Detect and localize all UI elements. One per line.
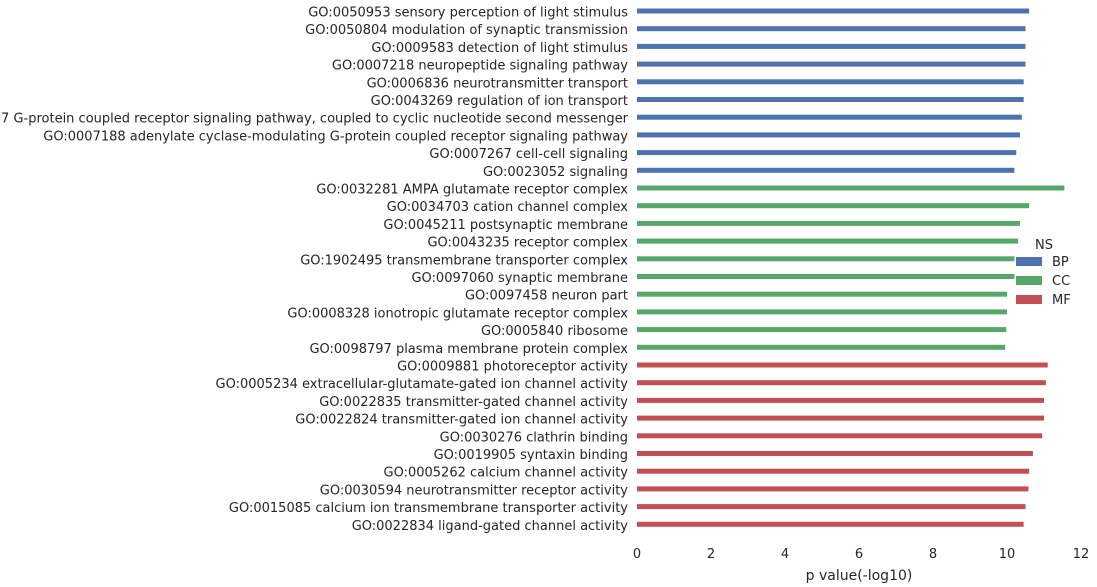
bar-mf bbox=[637, 380, 1046, 386]
category-label: GO:0050804 modulation of synaptic transm… bbox=[305, 23, 628, 38]
category-label: GO:0023052 signaling bbox=[483, 165, 628, 180]
category-label: GO:0009583 detection of light stimulus bbox=[371, 41, 628, 56]
legend-label-bp: BP bbox=[1052, 255, 1069, 270]
legend-swatch-cc bbox=[1016, 276, 1042, 285]
x-tick-label: 0 bbox=[633, 547, 641, 562]
bars-layer bbox=[637, 8, 1065, 527]
bar-bp bbox=[637, 114, 1022, 120]
category-label: GO:0097458 neuron part bbox=[465, 289, 628, 304]
bar-cc bbox=[637, 256, 1015, 262]
legend-title: NS bbox=[1035, 238, 1053, 253]
category-label: GO:0097060 synaptic membrane bbox=[411, 271, 628, 286]
bar-bp bbox=[637, 26, 1026, 32]
category-label: GO:1902495 transmembrane transporter com… bbox=[300, 253, 628, 268]
x-tick-label: 2 bbox=[707, 547, 715, 562]
category-label: GO:0034703 cation channel complex bbox=[387, 200, 629, 215]
x-tick-label: 4 bbox=[781, 547, 789, 562]
legend-label-mf: MF bbox=[1052, 293, 1071, 308]
legend-swatch-bp bbox=[1016, 257, 1042, 266]
x-tick-label: 6 bbox=[855, 547, 863, 562]
x-axis-title: p value(-log10) bbox=[806, 568, 913, 584]
bar-mf bbox=[637, 433, 1043, 439]
bar-cc bbox=[637, 344, 1006, 350]
bar-cc bbox=[637, 291, 1007, 297]
bar-cc bbox=[637, 203, 1030, 209]
category-label: GO:0006836 neurotransmitter transport bbox=[367, 76, 628, 91]
legend-label-cc: CC bbox=[1052, 274, 1070, 289]
category-label: GO:0098797 plasma membrane protein compl… bbox=[309, 342, 628, 357]
category-label: GO:0005840 ribosome bbox=[481, 324, 628, 339]
bar-mf bbox=[637, 415, 1044, 421]
bar-cc bbox=[637, 309, 1007, 315]
category-label: GO:0022835 transmitter-gated channel act… bbox=[319, 395, 628, 410]
bar-bp bbox=[637, 8, 1030, 14]
category-label: GO:0007267 cell-cell signaling bbox=[429, 147, 628, 162]
bar-bp bbox=[637, 43, 1026, 49]
category-label: GO:0005234 extracellular-glutamate-gated… bbox=[216, 377, 629, 392]
legend-swatch-mf bbox=[1016, 295, 1042, 304]
category-label: GO:0043269 regulation of ion transport bbox=[371, 94, 628, 109]
bar-mf bbox=[637, 451, 1033, 456]
category-label: GO:0030594 neurotransmitter receptor act… bbox=[320, 483, 629, 498]
bar-bp bbox=[637, 97, 1024, 102]
x-tick-label: 8 bbox=[929, 547, 937, 562]
bar-bp bbox=[637, 79, 1024, 85]
bar-cc bbox=[637, 185, 1065, 191]
category-label: GO:0045211 postsynaptic membrane bbox=[383, 218, 628, 233]
category-label: GO:0032281 AMPA glutamate receptor compl… bbox=[316, 183, 628, 198]
category-label: GO:0050953 sensory perception of light s… bbox=[308, 6, 628, 21]
category-label: GO:0015085 calcium ion transmembrane tra… bbox=[229, 501, 628, 516]
bar-bp bbox=[637, 61, 1026, 67]
category-label: GO:0007187 G-protein coupled receptor si… bbox=[0, 112, 629, 127]
category-label: GO:0022834 ligand-gated channel activity bbox=[352, 519, 629, 534]
bar-mf bbox=[637, 486, 1029, 492]
category-label: GO:0007188 adenylate cyclase-modulating … bbox=[43, 129, 628, 144]
x-tick-label: 10 bbox=[999, 547, 1016, 562]
category-label: GO:0022824 transmitter-gated ion channel… bbox=[295, 413, 628, 428]
bar-mf bbox=[637, 397, 1044, 403]
x-axis: 0 2 4 6 8 10 12 bbox=[633, 547, 1089, 562]
bar-cc bbox=[637, 220, 1020, 226]
legend: NS BP CC MF bbox=[1016, 238, 1071, 308]
bar-cc bbox=[637, 238, 1019, 244]
x-tick-label: 12 bbox=[1073, 547, 1090, 562]
category-label: GO:0007218 neuropeptide signaling pathwa… bbox=[332, 59, 628, 74]
bar-cc bbox=[637, 274, 1015, 279]
bar-mf bbox=[637, 362, 1048, 368]
category-label: GO:0043235 receptor complex bbox=[427, 236, 628, 251]
category-label: GO:0008328 ionotropic glutamate receptor… bbox=[287, 306, 628, 321]
category-label: GO:0030276 clathrin binding bbox=[440, 430, 628, 445]
bar-bp bbox=[637, 132, 1020, 138]
category-label: GO:0005262 calcium channel activity bbox=[384, 466, 629, 481]
bar-bp bbox=[637, 150, 1017, 156]
bar-cc bbox=[637, 327, 1007, 333]
bar-mf bbox=[637, 521, 1024, 527]
category-label: GO:0009881 photoreceptor activity bbox=[397, 360, 628, 375]
bar-bp bbox=[637, 167, 1015, 173]
category-label: GO:0019905 syntaxin binding bbox=[434, 448, 628, 463]
category-labels-layer: GO:0050953 sensory perception of light s… bbox=[0, 6, 629, 534]
bar-mf bbox=[637, 504, 1026, 510]
bar-mf bbox=[637, 468, 1030, 474]
